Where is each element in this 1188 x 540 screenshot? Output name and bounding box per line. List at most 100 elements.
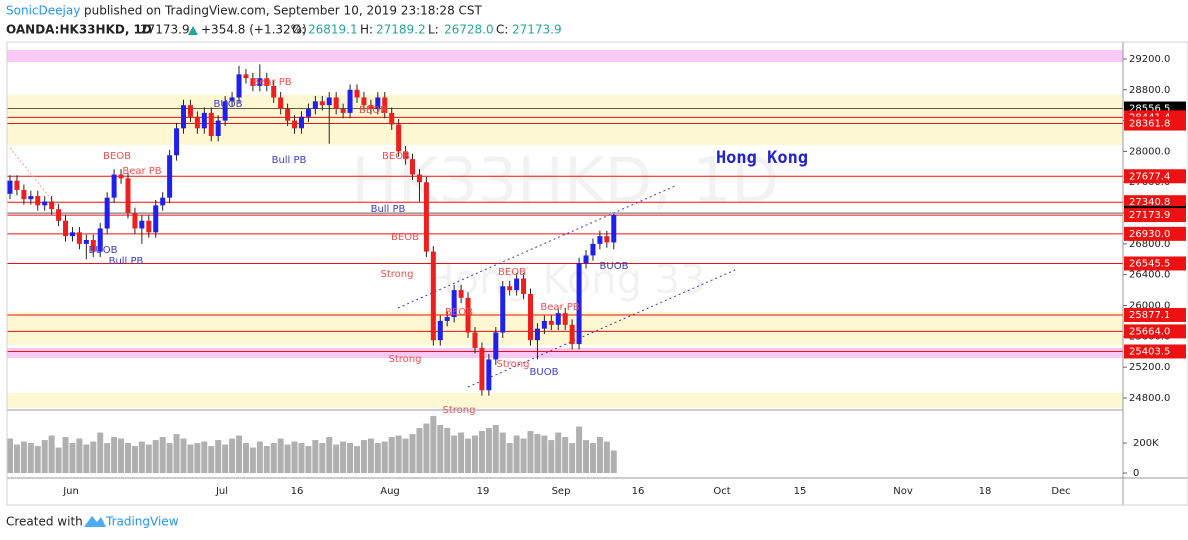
volume-bar (562, 437, 569, 474)
candle-body (236, 74, 242, 98)
annotation: BEOB (498, 267, 526, 278)
candle-body (243, 74, 249, 79)
volume-bar (465, 438, 472, 474)
candle-body (174, 128, 180, 156)
chart-label: Hong Kong (716, 148, 808, 168)
candle-body (125, 178, 131, 214)
candle-body (611, 215, 617, 243)
candle-body (97, 228, 103, 252)
volume-bar (298, 443, 305, 474)
trend-line (9, 147, 61, 211)
candle-body (208, 112, 214, 137)
candle-body (590, 243, 596, 256)
zone (7, 94, 1123, 145)
candle-body (368, 105, 374, 110)
level-label: 27173.9 (1129, 210, 1170, 221)
volume-bar (527, 431, 534, 474)
candle-body (375, 97, 381, 110)
volume-bar (499, 432, 506, 474)
volume-bar (513, 435, 520, 474)
candle-body (361, 97, 367, 106)
volume-bar (589, 443, 596, 474)
candle-body (146, 220, 152, 233)
volume-bar (97, 432, 104, 474)
candle-body (354, 89, 360, 98)
watermark: HK33HKD, 1D (351, 144, 779, 217)
volume-bar (104, 443, 111, 474)
candle-body (382, 97, 388, 113)
x-tick-label: Aug (380, 486, 400, 497)
level-box (1124, 256, 1186, 271)
volume-bar (222, 444, 229, 474)
volume-bar (34, 446, 41, 474)
ohlc-key: L: (428, 23, 439, 37)
annotation: Bear PB (252, 77, 291, 88)
volume-bar (118, 438, 125, 474)
annotation: Bear PB (122, 166, 161, 177)
candle-body (569, 324, 575, 345)
volume-bar (62, 437, 69, 474)
candle-body (187, 105, 193, 117)
candle-body (514, 278, 520, 291)
volume-bar (312, 440, 319, 474)
level-label: 27340.8 (1129, 197, 1170, 208)
volume-bar (83, 444, 90, 474)
volume-bar (492, 425, 499, 474)
ohlc-value: 27189.2 (376, 23, 426, 37)
volume-bar (347, 443, 354, 474)
annotation: BUOB (89, 245, 118, 256)
y-tick-label: 25200.0 (1129, 362, 1170, 373)
volume-bar (326, 437, 333, 474)
candle-body (479, 347, 485, 391)
level-box (1124, 195, 1186, 210)
level-label: 27677.4 (1129, 171, 1170, 182)
candle-body (389, 112, 395, 125)
y-tick-label: 26800.0 (1129, 239, 1170, 250)
channel-lower (467, 269, 736, 388)
watermark-sub: Hong Kong 33 (424, 257, 705, 303)
candle-body (69, 232, 75, 237)
channel-upper (397, 185, 676, 309)
volume-bar (534, 434, 541, 474)
volume-bar (145, 444, 152, 474)
volume-bar (569, 443, 576, 474)
x-tick-label: Jun (62, 486, 79, 497)
candle-body (548, 320, 554, 325)
volume-bar (236, 435, 243, 474)
candle-body (132, 213, 138, 229)
level-label: 25877.1 (1129, 310, 1170, 321)
volume-bar (333, 444, 340, 474)
level-box (1124, 324, 1186, 339)
volume-bar (471, 435, 478, 474)
volume-bar (111, 437, 118, 474)
candle-body (583, 255, 589, 264)
footer-brand[interactable]: TradingView (105, 515, 179, 529)
candle-body (319, 101, 325, 106)
annotation: BEOB (445, 307, 473, 318)
author[interactable]: SonicDeejay (6, 4, 80, 18)
volume-bar (409, 434, 416, 474)
ohlc-key: C: (496, 23, 508, 37)
annotation: Bull PB (109, 256, 144, 267)
annotation: Strong (381, 269, 414, 280)
candle-body (181, 105, 186, 129)
annotation: BUOB (530, 367, 559, 378)
volume-bar (48, 435, 55, 474)
level-label: 25403.5 (1129, 346, 1170, 357)
candle-body (49, 201, 55, 210)
candle-body (104, 197, 110, 229)
published: published on TradingView.com, September … (84, 4, 483, 18)
volume-bar (416, 428, 423, 474)
candle-body (410, 159, 416, 175)
volume-bar (485, 428, 492, 474)
volume-bar (541, 435, 548, 474)
candle-body (201, 112, 207, 129)
candle-body (486, 359, 492, 391)
volume-bar (381, 441, 388, 474)
candle-body (500, 286, 506, 333)
candle-body (153, 205, 159, 233)
volume-bar (187, 444, 194, 474)
candle-body (430, 251, 436, 341)
y-tick-label: 26000.0 (1129, 301, 1170, 312)
